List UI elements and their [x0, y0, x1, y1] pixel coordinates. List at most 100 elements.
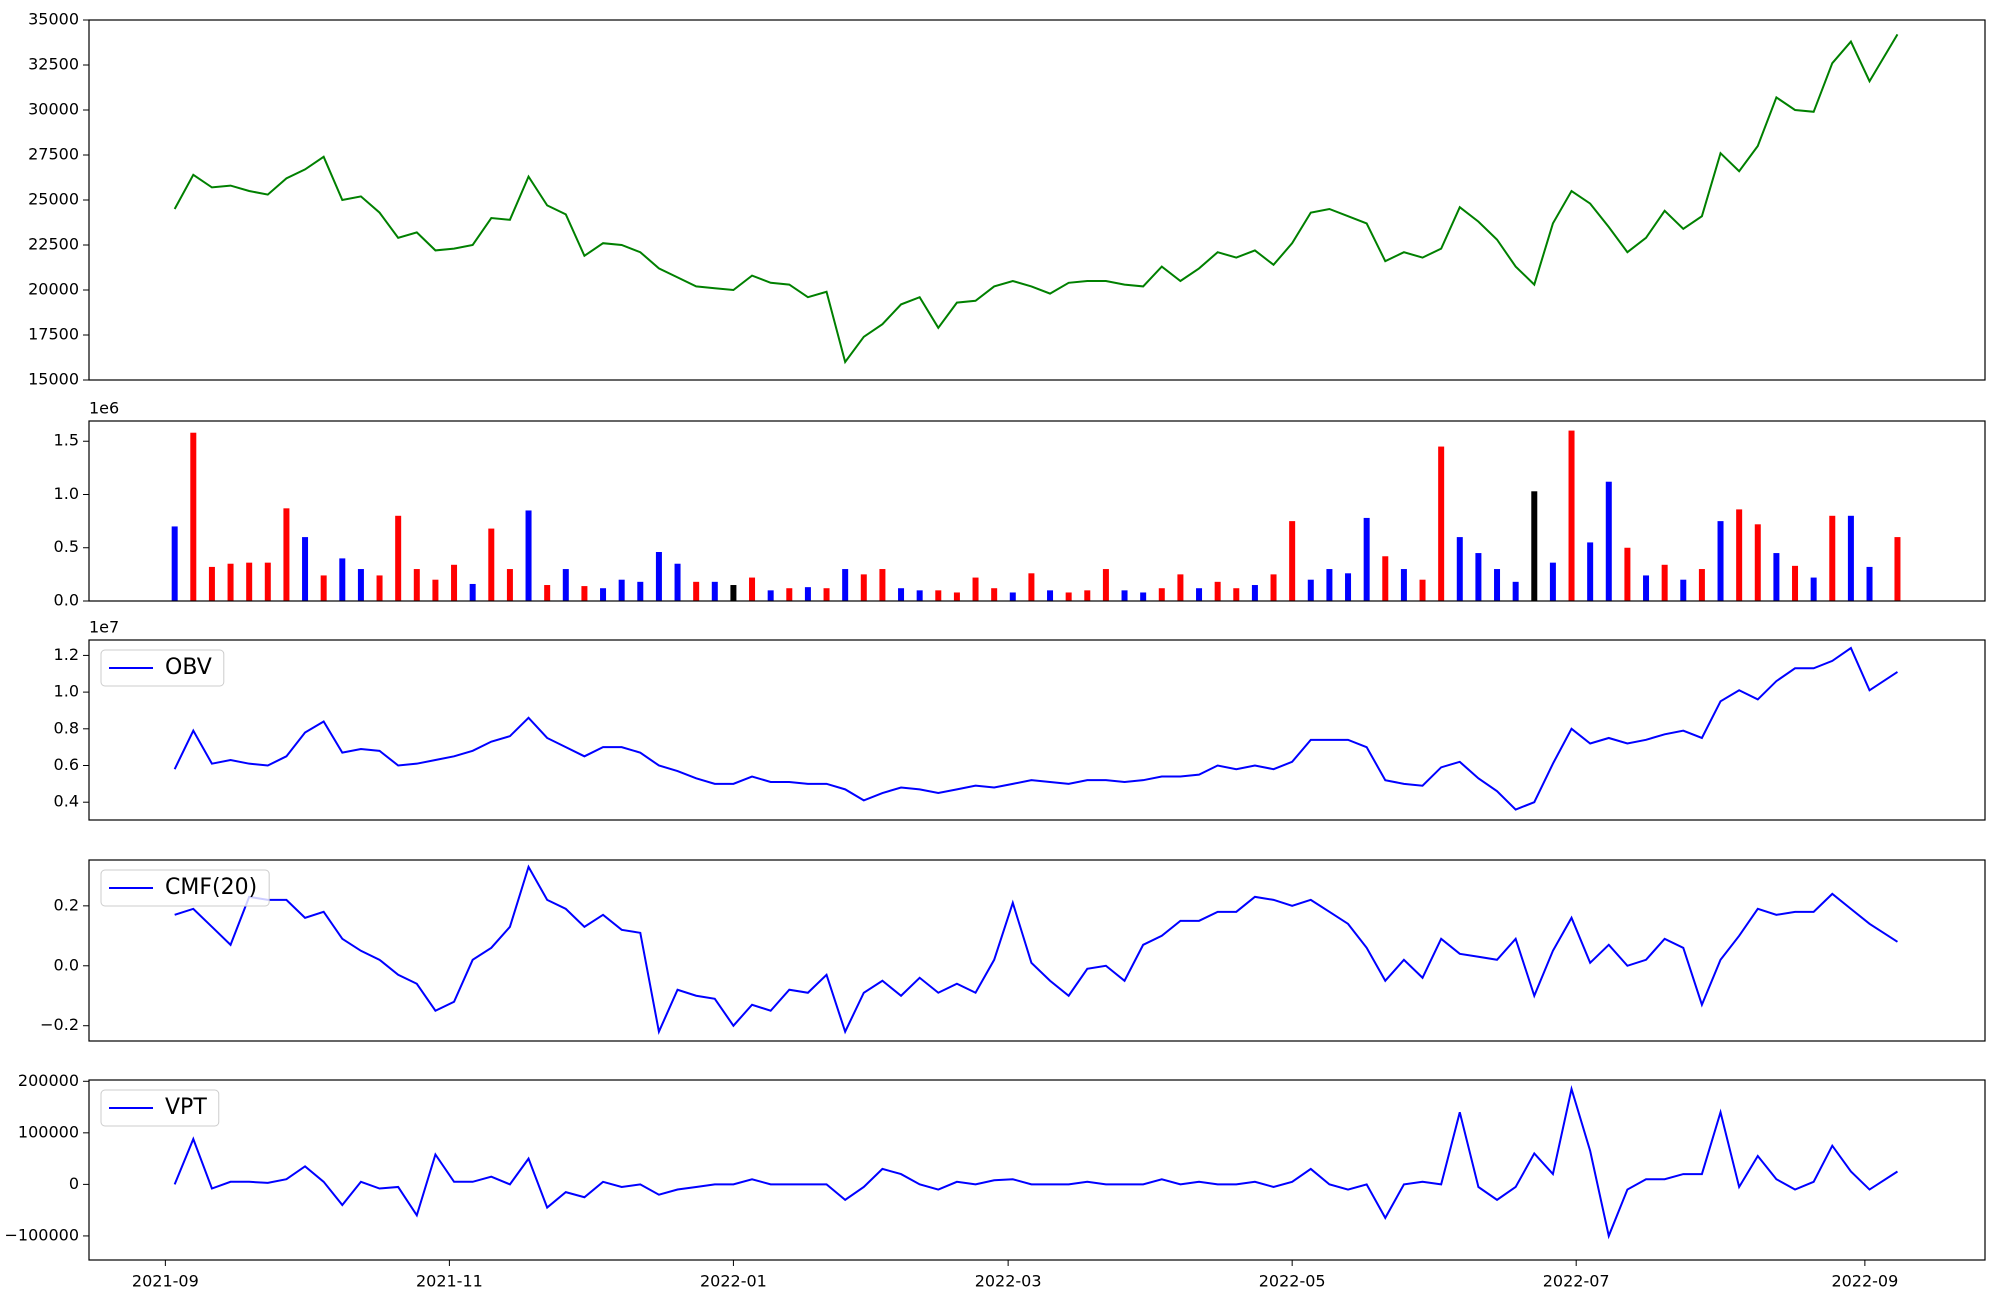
bar [1028, 573, 1035, 601]
y-tick-label: 27500 [28, 145, 79, 164]
bar [1624, 547, 1631, 601]
bar [1121, 590, 1128, 601]
bar [953, 592, 960, 601]
legend-box [100, 869, 270, 907]
bar [1531, 491, 1538, 601]
bar [1587, 542, 1594, 601]
axis-offset-label: 1e6 [89, 399, 119, 418]
bar [935, 590, 942, 601]
bar [432, 579, 439, 601]
legend-label: OBV [165, 655, 212, 680]
bar [600, 588, 607, 601]
bar [525, 510, 532, 601]
bar [171, 526, 178, 601]
bar [581, 586, 588, 601]
data-line [174, 864, 1899, 1036]
y-tick-label: 0.0 [54, 591, 79, 610]
bar [749, 577, 756, 601]
y-tick-label: 200000 [18, 1071, 79, 1090]
axes-frame [88, 1079, 1986, 1261]
bar [674, 563, 681, 601]
axes-frame [88, 639, 1986, 821]
bar [1214, 581, 1221, 601]
bar [264, 562, 271, 601]
bar [1773, 553, 1780, 601]
bar [823, 588, 830, 601]
legend-label: CMF(20) [165, 875, 257, 900]
data-line [173, 646, 1899, 811]
bar [1400, 569, 1407, 601]
bar [1326, 569, 1333, 601]
bar [190, 432, 197, 601]
bar [1158, 588, 1165, 601]
y-tick-label: −100000 [5, 1225, 79, 1244]
bar [246, 562, 253, 601]
bar [1605, 481, 1612, 601]
bar [1345, 573, 1352, 601]
axes-frame [88, 859, 1986, 1042]
bar [1680, 579, 1687, 601]
bar [1363, 517, 1370, 601]
bar [842, 569, 849, 601]
axes-frame [88, 19, 1986, 381]
bar [1661, 564, 1668, 601]
bar [1754, 524, 1761, 601]
bar [1233, 588, 1240, 601]
bar [506, 569, 513, 601]
bar [1009, 592, 1016, 601]
bar [1270, 574, 1277, 601]
x-tick-label: 2022-03 [975, 1272, 1042, 1291]
bar [1084, 590, 1091, 601]
bar [730, 585, 737, 601]
x-tick-label: 2022-01 [700, 1272, 767, 1291]
bar [898, 588, 905, 601]
legend-box [100, 649, 225, 687]
y-tick-label: 1.2 [54, 645, 79, 664]
y-tick-label: 0.4 [54, 792, 79, 811]
x-tick-label: 2022-07 [1543, 1272, 1610, 1291]
bar [1568, 430, 1575, 601]
y-tick-label: 25000 [28, 190, 79, 209]
bar [1698, 569, 1705, 601]
bar [357, 569, 364, 601]
bar [227, 563, 234, 601]
bar [1102, 569, 1109, 601]
bar [544, 585, 551, 601]
bar [469, 583, 476, 601]
bar [1717, 521, 1724, 601]
bar [655, 552, 662, 601]
x-tick-label: 2022-09 [1831, 1272, 1898, 1291]
bar [302, 537, 309, 601]
x-tick-label: 2022-05 [1259, 1272, 1326, 1291]
y-tick-label: 0.8 [54, 718, 79, 737]
bar [711, 581, 718, 601]
bar [1289, 521, 1296, 601]
y-tick-label: −0.2 [40, 1015, 79, 1034]
bar [879, 569, 886, 601]
bar [1177, 574, 1184, 601]
y-tick-label: 15000 [28, 370, 79, 389]
y-tick-label: 1.0 [54, 484, 79, 503]
data-line [173, 1085, 1899, 1240]
bar [1643, 575, 1650, 601]
bar [916, 590, 923, 601]
y-tick-label: 1.5 [54, 431, 79, 450]
bar [1512, 581, 1519, 601]
y-tick-label: 1.0 [54, 682, 79, 701]
bar [1047, 590, 1054, 601]
bar [395, 515, 402, 601]
bar [562, 569, 569, 601]
bar [1866, 566, 1873, 601]
bar [804, 587, 811, 601]
y-tick-label: 35000 [28, 10, 79, 29]
bar [1438, 446, 1445, 601]
bar [1456, 537, 1463, 601]
y-tick-label: 20000 [28, 280, 79, 299]
y-tick-label: 0.0 [54, 955, 79, 974]
data-line [173, 33, 1899, 365]
bar [1549, 562, 1556, 601]
legend-label: VPT [165, 1095, 207, 1120]
bar [451, 564, 458, 601]
